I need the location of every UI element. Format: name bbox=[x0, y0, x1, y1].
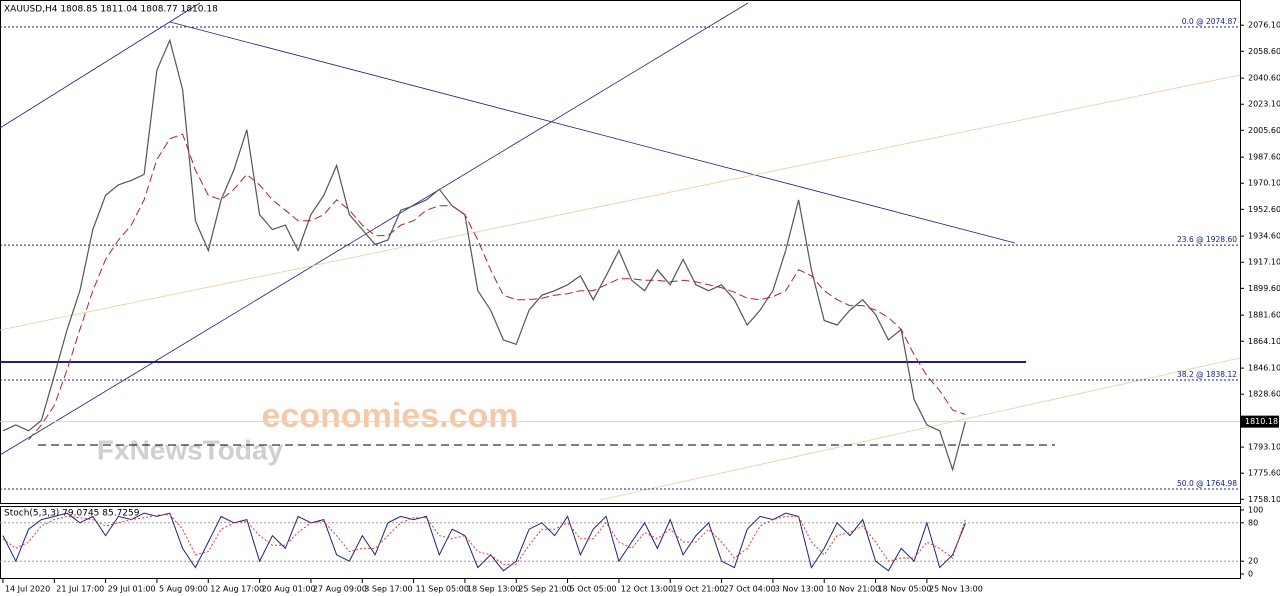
x-tick-label: 20 Aug 01:00 bbox=[262, 585, 316, 594]
y-tick-label: 20 bbox=[1248, 557, 1258, 566]
x-tick-label: 29 Jul 01:00 bbox=[108, 585, 156, 594]
y-tick-label: 1934.60 bbox=[1248, 232, 1280, 241]
x-tick-label: 5 Aug 09:00 bbox=[159, 585, 208, 594]
y-tick-label: 1775.60 bbox=[1248, 469, 1280, 478]
y-tick-label: 1793.10 bbox=[1248, 443, 1280, 452]
y-tick-label: 80 bbox=[1248, 518, 1258, 527]
x-tick-label: 25 Sep 21:00 bbox=[518, 585, 571, 594]
y-tick-label: 2005.60 bbox=[1248, 126, 1280, 135]
y-tick-label: 1758.10 bbox=[1248, 495, 1280, 504]
series-line bbox=[2, 38, 966, 472]
x-tick-label: 12 Oct 13:00 bbox=[621, 585, 673, 594]
series-line bbox=[2, 513, 966, 565]
x-tick-label: 12 Aug 17:00 bbox=[210, 585, 264, 594]
channel-line bbox=[599, 357, 1241, 501]
fibo-label: 38.2 @ 1838.12 bbox=[1177, 370, 1237, 379]
y-tick-label: 1970.10 bbox=[1248, 179, 1280, 188]
main-panel bbox=[0, 0, 1241, 504]
x-tick-label: 11 Sep 05:00 bbox=[416, 585, 469, 594]
x-tick-label: 14 Jul 2020 bbox=[5, 585, 50, 594]
y-tick-label: 2058.60 bbox=[1248, 47, 1280, 56]
x-tick-label: 18 Nov 05:00 bbox=[878, 585, 932, 594]
series-line bbox=[28, 133, 966, 441]
y-tick-label: 1846.10 bbox=[1248, 364, 1280, 373]
y-tick-label: 1881.60 bbox=[1248, 311, 1280, 320]
fibo-label: 50.0 @ 1764.98 bbox=[1177, 479, 1237, 488]
x-tick-label: 10 Nov 21:00 bbox=[826, 585, 880, 594]
y-tick-label: 0 bbox=[1248, 570, 1253, 579]
x-tick-label: 19 Oct 21:00 bbox=[672, 585, 724, 594]
x-tick-label: 5 Oct 05:00 bbox=[570, 585, 617, 594]
y-tick-label: 2040.60 bbox=[1248, 74, 1280, 83]
watermark: economies.com bbox=[262, 397, 519, 435]
y-tick-label: 1917.10 bbox=[1248, 258, 1280, 267]
last-price-box bbox=[1241, 415, 1279, 428]
last-price-label: 1810.18 bbox=[1245, 417, 1278, 426]
x-tick-label: 25 Nov 13:00 bbox=[929, 585, 983, 594]
stoch-title: Stoch(5,3,3) 79.0745 85.7259 bbox=[4, 509, 140, 519]
fibo-label: 0.0 @ 2074.87 bbox=[1182, 17, 1237, 26]
stoch-panel bbox=[0, 506, 1241, 579]
trend-line bbox=[169, 21, 1016, 244]
watermark: FxNewsToday bbox=[97, 434, 284, 465]
fibo-label: 23.6 @ 1928.60 bbox=[1177, 235, 1237, 244]
x-tick-label: 3 Nov 13:00 bbox=[775, 585, 824, 594]
y-tick-label: 1828.60 bbox=[1248, 390, 1280, 399]
y-tick-label: 1864.10 bbox=[1248, 337, 1280, 346]
channel-line bbox=[0, 74, 1241, 331]
trend-line bbox=[0, 2, 201, 129]
x-tick-label: 18 Sep 13:00 bbox=[467, 585, 520, 594]
chart-title: XAUUSD,H4 1808.85 1811.04 1808.77 1810.1… bbox=[4, 5, 218, 15]
y-tick-label: 2023.10 bbox=[1248, 100, 1280, 109]
y-tick-label: 1952.60 bbox=[1248, 205, 1280, 214]
y-tick-label: 100 bbox=[1248, 506, 1263, 515]
y-tick-label: 1899.60 bbox=[1248, 284, 1280, 293]
x-tick-label: 21 Jul 17:00 bbox=[56, 585, 104, 594]
y-tick-label: 2076.10 bbox=[1248, 21, 1280, 30]
x-tick-label: 3 Sep 17:00 bbox=[364, 585, 412, 594]
y-tick-label: 1987.60 bbox=[1248, 153, 1280, 162]
x-tick-label: 27 Oct 04:00 bbox=[724, 585, 776, 594]
x-tick-label: 27 Aug 09:00 bbox=[313, 585, 367, 594]
